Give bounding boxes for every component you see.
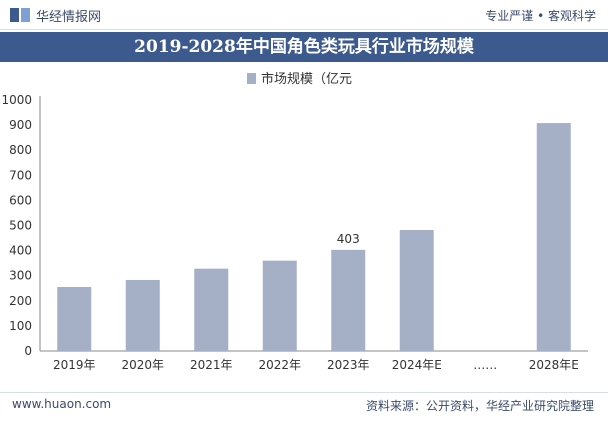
chart-title: 2019-2028年中国角色类玩具行业市场规模 <box>134 37 474 57</box>
bar <box>331 249 366 351</box>
y-tick-label: 300 <box>9 269 32 283</box>
top-bar: 华经情报网 专业严谨 • 客观科学 <box>0 0 608 30</box>
y-tick-label: 800 <box>9 143 32 157</box>
y-tick-label: 200 <box>9 294 32 308</box>
y-tick-label: 900 <box>9 118 32 132</box>
bar <box>125 279 160 351</box>
footer-divider <box>0 392 608 393</box>
y-tick-label: 700 <box>9 168 32 182</box>
brand-name: 华经情报网 <box>36 10 102 25</box>
huajing-logo-icon <box>10 8 30 22</box>
x-tick-label: 2020年 <box>121 358 164 372</box>
data-label: 403 <box>337 232 360 246</box>
y-tick-label: 100 <box>9 319 32 333</box>
bar <box>399 230 434 351</box>
y-tick-label: 400 <box>9 244 32 258</box>
y-tick-label: 1000 <box>1 93 32 107</box>
bar <box>194 268 229 351</box>
brand-slogan: 专业严谨 • 客观科学 <box>485 9 596 23</box>
legend-swatch <box>247 73 256 84</box>
x-tick-label: 2019年 <box>53 358 96 372</box>
x-tick-label: 2024年E <box>392 358 442 372</box>
y-tick-label: 500 <box>9 219 32 233</box>
x-tick-label: 2022年 <box>258 358 301 372</box>
footer-source: 资料来源：公开资料，华经产业研究院整理 <box>365 399 594 413</box>
footer-website: www.huaon.com <box>12 397 112 411</box>
title-bar: 2019-2028年中国角色类玩具行业市场规模 <box>0 32 608 62</box>
bar <box>57 286 92 351</box>
x-tick-label: 2021年 <box>190 358 233 372</box>
bar <box>536 123 571 351</box>
bar-chart: 0 100 200 300 400 500 600 700 800 900 1000 市场规模（亿元 2… <box>1 71 588 372</box>
x-tick-label: 2023年 <box>327 358 370 372</box>
y-tick-label: 600 <box>9 193 32 207</box>
bar <box>262 260 297 351</box>
y-tick-label: 0 <box>24 344 32 358</box>
legend-label: 市场规模（亿元 <box>261 71 352 87</box>
x-tick-label: …… <box>473 358 497 372</box>
x-tick-label: 2028年E <box>529 358 579 372</box>
